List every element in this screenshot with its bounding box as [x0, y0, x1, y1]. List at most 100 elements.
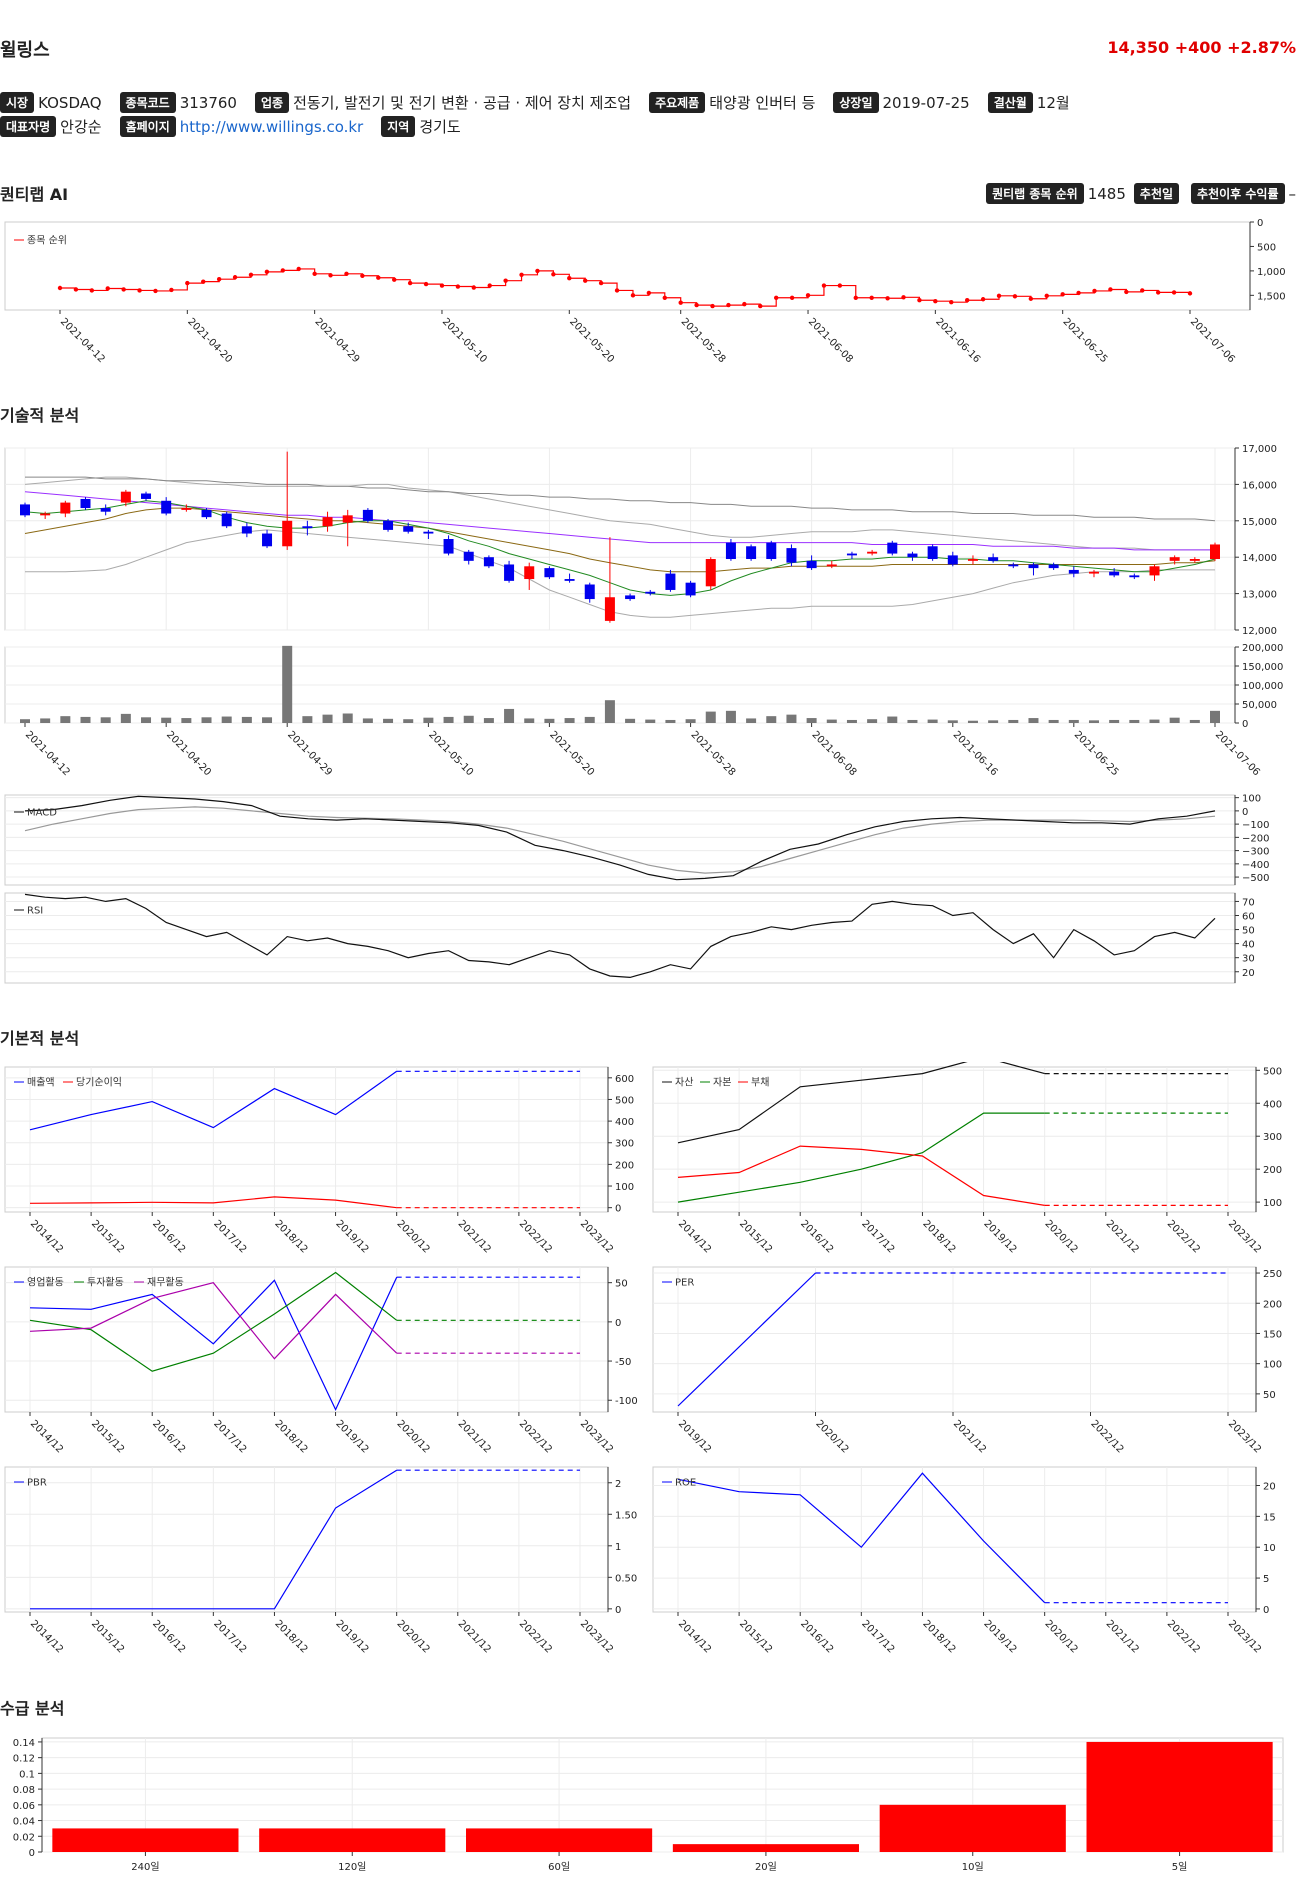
price-bb-lower-line: [25, 529, 1215, 618]
y-tick-label: 50: [1242, 926, 1255, 937]
x-tick-label: 2014/12: [28, 1218, 65, 1255]
x-tick-label: 2021-06-08: [809, 729, 858, 778]
rsi-chart: 20 30 40 50 60 70 RSI: [4, 892, 1255, 984]
y-tick-label: 0.1: [19, 1769, 35, 1780]
rank-point: [471, 285, 477, 290]
rank-point: [949, 299, 954, 305]
rank-point: [423, 281, 429, 287]
candle-body: [927, 546, 938, 560]
volume-bar: [282, 645, 293, 723]
products-value: 태양광 인버터 등: [709, 94, 816, 112]
candle-body: [1088, 571, 1099, 574]
rank-point: [1028, 296, 1034, 301]
y-tick-label: 17,000: [1242, 444, 1277, 455]
x-tick-label: 2023/12: [1226, 1218, 1263, 1255]
volume-bar: [1109, 719, 1120, 723]
x-tick-label: 2019/12: [333, 1218, 370, 1255]
volume-bar: [887, 716, 898, 723]
x-tick-label: 2023/12: [1226, 1618, 1263, 1655]
volume-bar: [362, 718, 373, 723]
rank-point: [598, 280, 604, 286]
y-tick-label: 150,000: [1242, 662, 1283, 673]
candle-body: [806, 560, 817, 569]
volume-bar: [161, 717, 172, 723]
candle-body: [322, 517, 333, 527]
series-line-2: [29, 1271, 398, 1372]
y-tick-label: 0.04: [13, 1817, 35, 1828]
candle-body: [60, 502, 71, 514]
rank-point: [1060, 292, 1065, 297]
y-tick-label: 10: [1263, 1543, 1276, 1554]
supply-bar: [259, 1828, 446, 1852]
x-tick-label: 2016/12: [798, 1618, 835, 1655]
candle-body: [947, 555, 958, 565]
x-tick-label: 2021/12: [951, 1418, 988, 1455]
candle-body: [988, 557, 999, 561]
candle-body: [524, 566, 535, 580]
y-tick-label: 14,000: [1242, 553, 1277, 564]
rank-point: [694, 302, 699, 308]
volume-bar: [60, 716, 71, 723]
volume-bar: [625, 718, 636, 723]
y-tick-label: −400: [1242, 860, 1269, 871]
listing-badge: 상장일: [833, 92, 879, 113]
price-change: +400: [1174, 38, 1222, 57]
price-change-pct: +2.87%: [1227, 38, 1296, 57]
series-line-3: [29, 1282, 398, 1360]
x-tick-label: 2014/12: [676, 1618, 713, 1655]
plot-frame: [652, 1066, 1257, 1213]
homepage-link[interactable]: http://www.willings.co.kr: [179, 117, 364, 136]
candle-body: [342, 515, 353, 523]
rank-point: [583, 278, 588, 283]
y-tick-label: 0.12: [13, 1754, 35, 1765]
x-tick-label: 2020/12: [395, 1218, 432, 1255]
y-tick-label: 300: [1263, 1132, 1282, 1143]
candle-body: [705, 559, 716, 587]
candle-body: [907, 553, 918, 558]
rank-point: [535, 268, 540, 274]
y-tick-label: 1: [615, 1542, 621, 1553]
legend-entry: 영업활동: [27, 1276, 64, 1289]
rank-point: [710, 303, 715, 309]
rank-point: [646, 290, 652, 296]
volume-bar: [1189, 719, 1200, 723]
rank-line: [60, 268, 1191, 307]
y-tick-label: 100: [1263, 1360, 1282, 1371]
x-tick-label: 2016/12: [150, 1618, 187, 1655]
rank-point: [360, 273, 365, 278]
y-tick-label: 1,000: [1257, 267, 1286, 278]
rank-point: [964, 298, 970, 303]
y-tick-label: 40: [1242, 940, 1255, 951]
section-title-supply: 수급 분석: [0, 1699, 65, 1718]
volume-bar: [907, 719, 918, 723]
y-tick-label: 5: [1263, 1574, 1269, 1585]
x-tick-label: 120일: [338, 1861, 366, 1873]
candle-body: [504, 564, 515, 581]
candle-body: [120, 491, 131, 503]
volume-bar: [766, 716, 777, 723]
info-row-2: 대표자명 안강순 홈페이지 http://www.willings.co.kr …: [0, 116, 479, 137]
volume-chart: 0 50,000 100,000 150,000 200,000 2021-04-12 20…: [4, 643, 1283, 778]
y-tick-label: 15: [1263, 1512, 1276, 1523]
x-tick-label: 2021-05-28: [679, 316, 728, 365]
volume-bar: [463, 715, 474, 723]
market-badge: 시장: [0, 92, 35, 113]
x-tick-label: 2021-04-12: [58, 316, 107, 365]
volume-bar: [826, 719, 837, 723]
candle-body: [1189, 559, 1200, 561]
rank-point: [773, 295, 779, 300]
rank-point: [121, 287, 126, 292]
x-tick-label: 2021-04-29: [285, 729, 334, 778]
x-tick-label: 2016/12: [150, 1218, 187, 1255]
rank-point: [407, 280, 413, 286]
candle-body: [282, 520, 293, 547]
rank-point: [1076, 290, 1081, 296]
x-tick-label: 2019/12: [333, 1618, 370, 1655]
volume-bar: [1048, 719, 1059, 723]
candle-body: [725, 542, 736, 560]
x-tick-label: 2018/12: [272, 1618, 309, 1655]
legend-entry: PBR: [27, 1478, 47, 1489]
volume-bar: [1008, 719, 1019, 723]
x-tick-label: 2021-05-20: [567, 316, 616, 365]
x-tick-label: 2021/12: [456, 1418, 493, 1455]
